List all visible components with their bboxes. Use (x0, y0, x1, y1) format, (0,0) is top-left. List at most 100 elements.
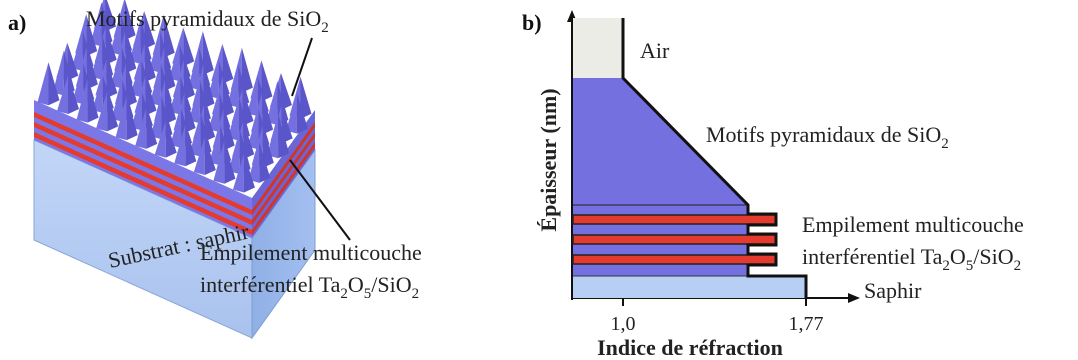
stack-region-label-line1: Empilement multicouche (802, 212, 1024, 237)
pyramid-face-left (193, 137, 205, 176)
multilayer-stack-front (34, 100, 252, 238)
pyramid-face-right (183, 27, 195, 67)
pyramid-face-left (135, 107, 147, 149)
pyramid-face-left (57, 74, 69, 114)
pyramid-face-right (223, 108, 235, 151)
pyramid-face-left (110, 47, 122, 89)
pyramid-face-right (185, 124, 197, 167)
pyramid-face-left (72, 63, 84, 105)
pyramid-face-left (188, 80, 200, 124)
x-axis-title: Indice de réfraction (597, 335, 783, 360)
multilayer-stack-side (252, 110, 315, 238)
panel-a-label: a) (8, 10, 26, 35)
pyramid-face-left (149, 63, 161, 106)
pyramid-face-left (174, 124, 186, 167)
pyramid-face-right (165, 79, 177, 125)
pyramid-face-left (111, 79, 123, 122)
red-layer-1 (572, 214, 777, 225)
pyramid-face-left (154, 120, 166, 158)
pyramid-face-left (129, 18, 141, 64)
pyramid-face-left (150, 96, 162, 140)
sapphire-label: Saphir (864, 278, 922, 303)
pyramid-face-right (105, 0, 117, 32)
pyramid-face-right (296, 93, 308, 134)
panel-b: b) 1,0 1,77 Indice de réfraction Épaisse… (522, 10, 1024, 360)
pyramid-face-left (208, 93, 220, 133)
pyramid-face-right (243, 121, 255, 160)
pyramid-face-right (124, 0, 136, 41)
pyramid-face-left (91, 34, 103, 80)
pyramid-face-left (285, 93, 297, 134)
pyramid-face-right (223, 76, 235, 118)
air-region (573, 18, 623, 78)
stack-label-line1: Empilement multicouche (200, 240, 422, 265)
pyramid-face-left (228, 96, 239, 141)
pyramid-face-right (87, 78, 99, 123)
air-label: Air (640, 38, 670, 63)
pyramid-face-left (110, 15, 122, 56)
pyramid-face-right (278, 113, 290, 159)
pyramid-face-right (144, 10, 156, 49)
tick-label-2: 1,77 (789, 313, 824, 335)
pyramid-face-left (52, 50, 64, 96)
pyramid-face-right (125, 62, 137, 107)
pyramid-face-right (86, 14, 98, 57)
pyramid-face-left (76, 78, 88, 123)
pyramid-face-right (224, 140, 236, 184)
pyramid-face-right (262, 92, 274, 135)
pyramid-face-right (222, 43, 234, 84)
pyramid-face-right (241, 47, 253, 93)
pyramid-face-left (189, 112, 201, 157)
pyramid-face-right (107, 91, 119, 132)
sapphire-region (573, 276, 806, 298)
pyramid-face-right (145, 75, 157, 116)
pyramid-face-left (209, 125, 221, 166)
pyramid-face-left (227, 64, 239, 108)
pyramid-face-right (48, 62, 60, 106)
pyramid-face-right (105, 26, 117, 65)
pyramid-face-right (86, 46, 98, 90)
pyramid-face-left (267, 113, 279, 159)
panel-b-label: b) (522, 10, 542, 35)
pyramid-face-right (183, 59, 195, 100)
stack-leader-line (289, 159, 351, 241)
pyramid-face-right (204, 104, 216, 142)
pyramid-face-left (213, 140, 225, 184)
pyramid-face-right (242, 88, 254, 126)
pyramid-region (573, 78, 748, 205)
pyramid-face-right (106, 59, 118, 99)
pyramid-face-right (261, 60, 273, 102)
pyramid-face-left (115, 95, 127, 141)
pyramid-face-left (90, 2, 102, 47)
pyramid-face-left (266, 80, 278, 125)
pyramid-face-right (165, 120, 177, 158)
pyramid-face-right (184, 92, 196, 134)
pyramid-face-left (228, 129, 240, 175)
pyramid-face-left (149, 31, 161, 73)
index-profile-line (621, 18, 808, 298)
pyramid-face-left (71, 30, 83, 71)
pyramid-face-right (125, 30, 137, 74)
pyramid-face-right (262, 124, 274, 168)
pyramid-face-right (68, 74, 80, 114)
pyramid-face-left (246, 77, 258, 117)
red-layer-3 (572, 254, 777, 265)
pyramid-face-right (259, 141, 271, 183)
pyramid-face-left (188, 48, 200, 91)
pyramid-face-right (243, 153, 255, 193)
x-axis-arrow (848, 293, 860, 303)
pyramid-face-right (144, 43, 156, 83)
tick-label-1: 1,0 (611, 313, 636, 335)
pyramid-leader-line (291, 37, 313, 97)
pyramid-label: Motifs pyramidaux de SiO2 (86, 6, 329, 36)
pyramid-face-right (164, 46, 176, 91)
pyramid-region-label: Motifs pyramidaux de SiO2 (706, 122, 949, 152)
pyramid-face-right (204, 137, 216, 176)
pyramid-face-left (232, 153, 244, 193)
pyramid-face-right (203, 63, 215, 109)
y-axis-title: Épaisseur (nm) (536, 88, 561, 231)
pyramid-face-left (247, 109, 259, 150)
pyramid-face-right (126, 95, 138, 141)
pyramid-field (37, 0, 312, 193)
